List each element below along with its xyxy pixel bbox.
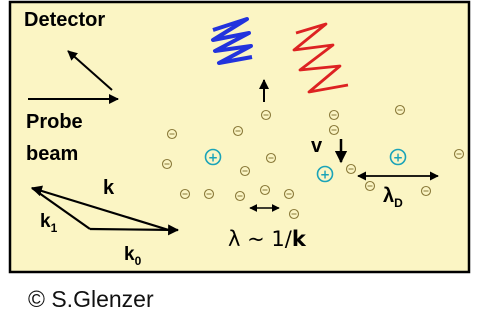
electron-icon xyxy=(179,188,191,200)
k-label: k xyxy=(103,177,115,199)
electron-icon xyxy=(453,148,465,160)
debye-length-label: λD xyxy=(383,185,403,210)
electron-icon xyxy=(161,158,173,170)
svg-text:+: + xyxy=(393,151,403,165)
electron-icon xyxy=(166,128,178,140)
electron-icon xyxy=(234,190,246,202)
electron-icon xyxy=(232,125,244,137)
electron-icon xyxy=(328,109,340,121)
electron-icon xyxy=(203,188,215,200)
detector-arrow xyxy=(67,50,113,91)
velocity-label: v xyxy=(311,135,323,157)
red-scattered-wave xyxy=(292,22,349,94)
electron-icon xyxy=(260,109,272,121)
beam-label: beam xyxy=(26,143,78,165)
electron-icon xyxy=(239,165,251,177)
thomson-scattering-diagram: Detector Probe beam k k1 k0 v xyxy=(8,0,471,274)
electron-icon xyxy=(259,184,271,196)
blue-scattered-wave xyxy=(211,17,253,65)
electron-icon xyxy=(394,104,406,116)
electron-icon xyxy=(265,152,277,164)
k0-label: k0 xyxy=(124,244,142,268)
k1-label: k1 xyxy=(40,211,58,235)
electron-icon xyxy=(288,208,300,220)
ions: + + + xyxy=(204,148,407,183)
electron-icon xyxy=(328,124,340,136)
k0-vector xyxy=(89,224,180,236)
ion-icon: + xyxy=(204,148,222,166)
wavelength-label: λ ~ 1/k xyxy=(228,227,307,251)
ion-icon: + xyxy=(389,148,407,166)
svg-text:+: + xyxy=(320,168,330,182)
electron-icon xyxy=(364,180,376,192)
k-vector xyxy=(30,185,173,233)
ion-icon: + xyxy=(316,165,334,183)
probe-label: Probe xyxy=(26,111,83,133)
electron-icon xyxy=(283,188,295,200)
credit-text: © S.Glenzer xyxy=(28,286,154,312)
electron-icon xyxy=(420,185,432,197)
k1-vector xyxy=(31,187,91,230)
detector-label: Detector xyxy=(24,9,105,31)
electrons xyxy=(161,104,465,220)
electron-icon xyxy=(345,163,357,175)
svg-text:+: + xyxy=(208,151,218,165)
